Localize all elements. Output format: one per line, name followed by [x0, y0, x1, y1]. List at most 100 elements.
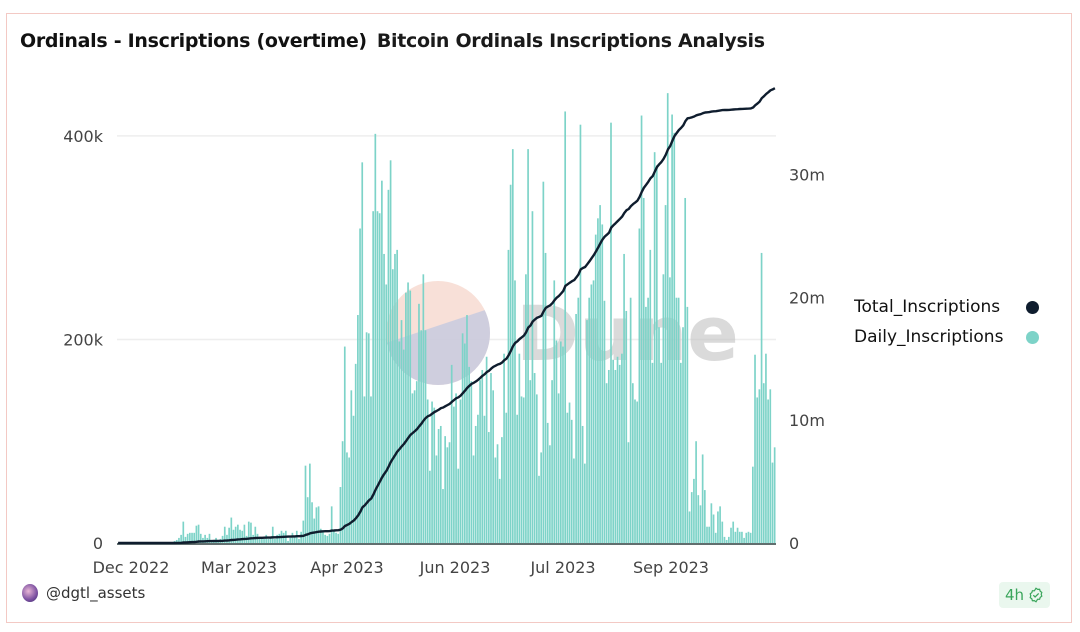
daily-inscriptions-bar[interactable]	[758, 389, 761, 543]
daily-inscriptions-bar[interactable]	[660, 362, 663, 543]
daily-inscriptions-bar[interactable]	[415, 381, 418, 543]
daily-inscriptions-bar[interactable]	[426, 399, 429, 543]
daily-inscriptions-bar[interactable]	[241, 530, 244, 543]
daily-inscriptions-bar[interactable]	[594, 234, 597, 544]
daily-inscriptions-bar[interactable]	[298, 538, 300, 543]
daily-inscriptions-bar[interactable]	[304, 465, 307, 543]
daily-inscriptions-bar[interactable]	[450, 364, 453, 543]
daily-inscriptions-bar[interactable]	[435, 455, 438, 543]
daily-inscriptions-bar[interactable]	[669, 277, 671, 543]
daily-inscriptions-bar[interactable]	[367, 333, 370, 543]
daily-inscriptions-bar[interactable]	[446, 447, 449, 543]
daily-inscriptions-bar[interactable]	[666, 93, 669, 543]
daily-inscriptions-bar[interactable]	[640, 115, 643, 543]
query-title[interactable]: Ordinals - Inscriptions (overtime)	[20, 30, 367, 52]
daily-inscriptions-bar[interactable]	[400, 320, 403, 543]
daily-inscriptions-bar[interactable]	[529, 380, 532, 543]
daily-inscriptions-bar[interactable]	[671, 114, 673, 544]
daily-inscriptions-bar[interactable]	[717, 511, 719, 543]
daily-inscriptions-bar[interactable]	[357, 315, 359, 543]
daily-inscriptions-bar[interactable]	[503, 353, 505, 543]
daily-inscriptions-bar[interactable]	[553, 280, 556, 543]
daily-inscriptions-bar[interactable]	[300, 531, 302, 543]
daily-inscriptions-bar[interactable]	[402, 349, 405, 543]
daily-inscriptions-bar[interactable]	[540, 452, 543, 543]
daily-inscriptions-bar[interactable]	[610, 122, 612, 543]
daily-inscriptions-bar[interactable]	[581, 425, 584, 543]
daily-inscriptions-bar[interactable]	[732, 521, 735, 543]
daily-inscriptions-bar[interactable]	[448, 442, 451, 543]
daily-inscriptions-bar[interactable]	[420, 330, 422, 543]
daily-inscriptions-bar[interactable]	[710, 503, 713, 543]
daily-inscriptions-bar[interactable]	[599, 205, 601, 543]
daily-inscriptions-bar[interactable]	[226, 534, 228, 543]
daily-inscriptions-bar[interactable]	[520, 396, 523, 543]
daily-inscriptions-bar[interactable]	[396, 249, 398, 543]
daily-inscriptions-bar[interactable]	[374, 133, 377, 543]
daily-inscriptions-bar[interactable]	[258, 536, 261, 543]
daily-inscriptions-bar[interactable]	[197, 524, 200, 543]
daily-inscriptions-bar[interactable]	[623, 253, 625, 543]
daily-inscriptions-bar[interactable]	[682, 327, 684, 543]
daily-inscriptions-bar[interactable]	[193, 532, 196, 543]
daily-inscriptions-bar[interactable]	[703, 490, 706, 543]
daily-inscriptions-bar[interactable]	[695, 441, 697, 543]
daily-inscriptions-bar[interactable]	[727, 536, 730, 543]
daily-inscriptions-bar[interactable]	[555, 340, 558, 543]
daily-inscriptions-bar[interactable]	[237, 524, 239, 543]
daily-inscriptions-bar[interactable]	[302, 520, 305, 543]
daily-inscriptions-bar[interactable]	[721, 521, 724, 543]
daily-inscriptions-bar[interactable]	[760, 252, 763, 543]
daily-inscriptions-bar[interactable]	[564, 111, 567, 544]
daily-inscriptions-bar[interactable]	[559, 341, 562, 543]
daily-inscriptions-bar[interactable]	[653, 152, 656, 544]
daily-inscriptions-bar[interactable]	[228, 527, 230, 543]
daily-inscriptions-bar[interactable]	[575, 314, 577, 543]
daily-inscriptions-bar[interactable]	[309, 463, 311, 543]
daily-inscriptions-bar[interactable]	[538, 475, 540, 543]
daily-inscriptions-bar[interactable]	[363, 396, 366, 543]
daily-inscriptions-bar[interactable]	[311, 502, 313, 543]
daily-inscriptions-bar[interactable]	[431, 401, 433, 543]
daily-inscriptions-bar[interactable]	[444, 436, 446, 543]
daily-inscriptions-bar[interactable]	[291, 532, 294, 543]
daily-inscriptions-bar[interactable]	[675, 297, 678, 543]
daily-inscriptions-bar[interactable]	[562, 346, 564, 543]
daily-inscriptions-bar[interactable]	[505, 412, 508, 543]
daily-inscriptions-bar[interactable]	[265, 534, 268, 543]
daily-inscriptions-bar[interactable]	[195, 525, 198, 543]
daily-inscriptions-bar[interactable]	[518, 353, 521, 543]
daily-inscriptions-bar[interactable]	[391, 269, 394, 543]
daily-inscriptions-bar[interactable]	[223, 526, 226, 543]
daily-inscriptions-bar[interactable]	[352, 415, 355, 543]
daily-inscriptions-bar[interactable]	[627, 442, 630, 543]
daily-inscriptions-bar[interactable]	[679, 362, 682, 543]
daily-inscriptions-bar[interactable]	[771, 462, 774, 543]
daily-inscriptions-bar[interactable]	[485, 356, 488, 543]
daily-inscriptions-bar[interactable]	[269, 536, 272, 543]
daily-inscriptions-bar[interactable]	[267, 538, 270, 543]
daily-inscriptions-bar[interactable]	[250, 522, 252, 543]
daily-inscriptions-bar[interactable]	[276, 534, 278, 543]
daily-inscriptions-bar[interactable]	[337, 533, 340, 543]
daily-inscriptions-bar[interactable]	[361, 162, 364, 543]
daily-inscriptions-bar[interactable]	[335, 532, 337, 543]
daily-inscriptions-bar[interactable]	[317, 506, 320, 543]
daily-inscriptions-bar[interactable]	[278, 533, 281, 543]
daily-inscriptions-bar[interactable]	[189, 532, 191, 543]
daily-inscriptions-bar[interactable]	[616, 356, 619, 543]
daily-inscriptions-bar[interactable]	[557, 393, 560, 543]
daily-inscriptions-bar[interactable]	[655, 165, 658, 543]
daily-inscriptions-bar[interactable]	[551, 380, 553, 543]
daily-inscriptions-bar[interactable]	[730, 527, 732, 543]
daily-inscriptions-bar[interactable]	[234, 526, 237, 543]
daily-inscriptions-bar[interactable]	[522, 397, 525, 543]
daily-inscriptions-bar[interactable]	[697, 495, 700, 543]
daily-inscriptions-bar[interactable]	[354, 363, 357, 543]
daily-inscriptions-bar[interactable]	[487, 432, 490, 543]
daily-inscriptions-bar[interactable]	[723, 536, 726, 543]
daily-inscriptions-bar[interactable]	[479, 380, 481, 543]
daily-inscriptions-bar[interactable]	[387, 189, 390, 543]
daily-inscriptions-bar[interactable]	[699, 505, 702, 543]
daily-inscriptions-bar[interactable]	[531, 211, 534, 543]
